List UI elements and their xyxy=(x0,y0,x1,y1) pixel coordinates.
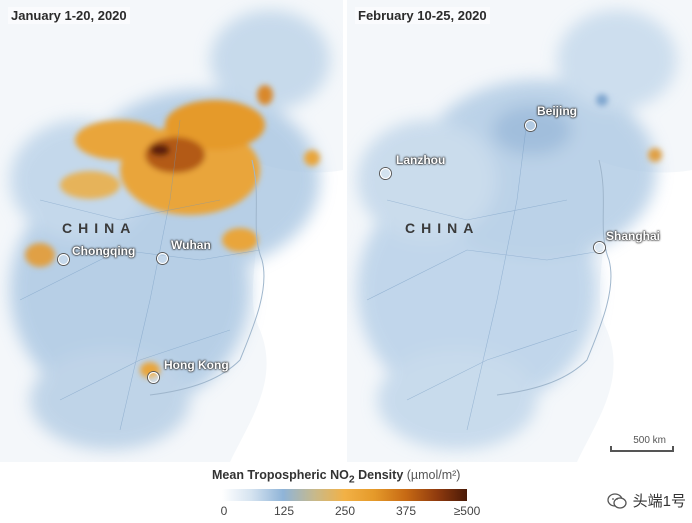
panel-title-february: February 10-25, 2020 xyxy=(355,7,490,24)
city-chongqing: Chongqing xyxy=(58,244,135,265)
city-marker-icon xyxy=(148,372,159,383)
legend-unit: (µmol/m²) xyxy=(406,468,461,482)
city-wuhan: Wuhan xyxy=(157,238,211,264)
city-marker-icon xyxy=(380,168,391,179)
country-label-china: CHINA xyxy=(62,220,137,236)
city-shanghai: Shanghai xyxy=(594,229,660,253)
legend-tick: ≥500 xyxy=(453,504,481,518)
watermark-text: 头端1号 xyxy=(632,493,686,510)
wechat-icon xyxy=(607,492,627,509)
watermark: 头端1号 xyxy=(607,490,686,511)
scale-bar-label: 500 km xyxy=(633,435,666,446)
city-label-chongqing: Chongqing xyxy=(72,244,136,258)
scale-bar xyxy=(610,446,674,452)
panel-title-january: January 1-20, 2020 xyxy=(8,7,130,24)
legend-title-rest: Density xyxy=(354,468,407,482)
map-panel-january: January 1-20, 2020 CHINA Chongqing Wuhan… xyxy=(0,0,343,462)
legend-tick: 0 xyxy=(220,504,228,518)
city-label-beijing: Beijing xyxy=(537,104,578,118)
legend-tick: 375 xyxy=(395,504,417,518)
no2-map-january xyxy=(0,0,343,462)
city-marker-icon xyxy=(594,242,605,253)
city-lanzhou: Lanzhou xyxy=(380,153,445,179)
legend-tick: 125 xyxy=(273,504,295,518)
city-beijing: Beijing xyxy=(525,104,577,131)
legend-title-subscript: 2 xyxy=(348,474,355,486)
city-label-shanghai: Shanghai xyxy=(606,229,661,243)
city-label-lanzhou: Lanzhou xyxy=(396,153,446,167)
city-label-wuhan: Wuhan xyxy=(171,238,211,252)
no2-map-february xyxy=(347,0,692,462)
map-panel-february: February 10-25, 2020 CHINA Beijing Lanzh… xyxy=(347,0,692,462)
legend-title-main: Mean Tropospheric NO xyxy=(212,468,349,482)
legend-title: Mean Tropospheric NO2 Density (µmol/m²) xyxy=(212,468,460,486)
legend-colorbar xyxy=(222,489,467,501)
legend-tick: 250 xyxy=(334,504,356,518)
legend: Mean Tropospheric NO2 Density (µmol/m²) … xyxy=(0,462,692,523)
city-marker-icon xyxy=(58,254,69,265)
city-marker-icon xyxy=(157,253,168,264)
city-label-hong-kong: Hong Kong xyxy=(164,358,229,372)
country-label-china: CHINA xyxy=(405,220,480,236)
city-hong-kong: Hong Kong xyxy=(148,358,229,383)
city-marker-icon xyxy=(525,120,536,131)
